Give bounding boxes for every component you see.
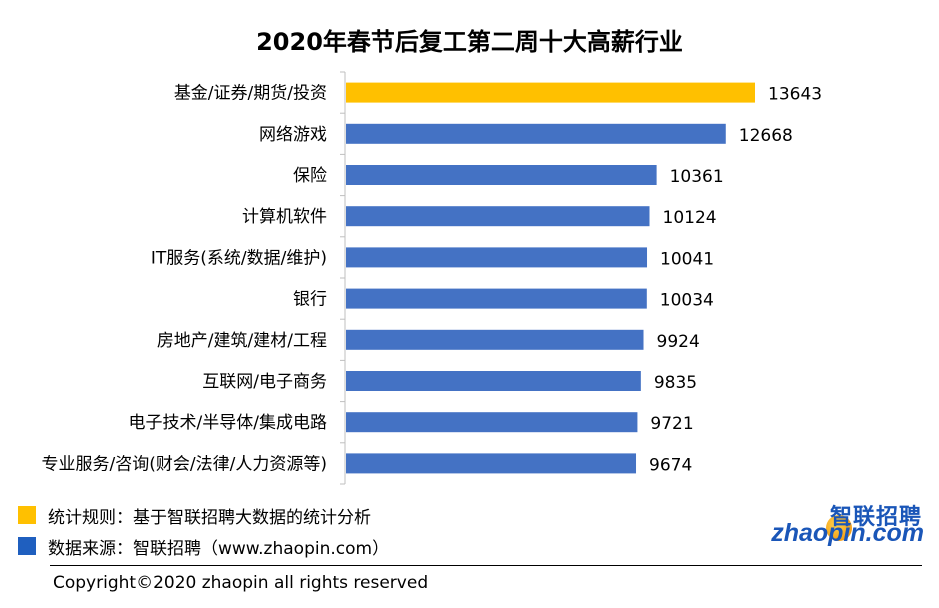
bar [346,123,726,144]
copyright-text: Copyright©2020 zhaopin all rights reserv… [53,573,429,593]
legend-swatch-blue [18,537,36,555]
bar [346,247,648,268]
value-label: 12668 [739,126,793,146]
value-label: 9674 [649,455,692,475]
value-label: 9721 [650,414,693,434]
logo-cn-text: 智联招聘 [829,505,922,530]
value-label: 9924 [657,332,700,352]
logo-orange-dot-icon [826,515,852,541]
value-label: 10034 [660,291,714,311]
legend-item-rule: 统计规则：基于智联招聘大数据的统计分析 [18,505,371,528]
category-label: 基金/证券/期货/投资 [174,84,327,104]
category-label: 电子技术/半导体/集成电路 [129,413,327,433]
category-label: 专业服务/咨询(财会/法律/人力资源等) [42,454,327,474]
value-label: 10041 [660,249,714,269]
category-label: 计算机软件 [242,207,327,227]
bar [346,453,637,474]
category-label: IT服务(系统/数据/维护) [151,248,327,268]
category-label: 网络游戏 [259,125,327,145]
category-label: 保险 [293,166,327,186]
legend-swatch-yellow [18,506,36,524]
legend-label-rule: 统计规则：基于智联招聘大数据的统计分析 [48,507,371,528]
value-label: 10361 [670,167,724,187]
bar [346,82,755,103]
category-label: 银行 [293,290,327,310]
value-label: 10124 [663,208,717,228]
bar-chart: 基金/证券/期货/投资 13643 网络游戏 12668 保险 10361 计算机软件 101… [42,71,822,485]
footer-divider [50,565,922,566]
category-label: 房地产/建筑/建材/工程 [157,331,327,351]
legend-label-source: 数据来源：智联招聘（www.zhaopin.com） [48,538,390,559]
value-label: 9835 [654,373,697,393]
category-label: 互联网/电子商务 [202,372,327,392]
bar [346,371,641,391]
bar [346,165,657,185]
chart-title: 2020年春节后复工第二周十大高薪行业 [256,28,683,56]
bar [346,206,650,227]
bar [346,412,638,433]
legend-item-source: 数据来源：智联招聘（www.zhaopin.com） [18,536,390,559]
zhaopin-logo: 智联招聘 zhaopin.com [768,499,928,549]
logo-en-text: zhaopin.com [771,519,924,547]
value-label: 13643 [768,85,822,105]
bar [346,288,647,309]
bar [346,329,644,350]
